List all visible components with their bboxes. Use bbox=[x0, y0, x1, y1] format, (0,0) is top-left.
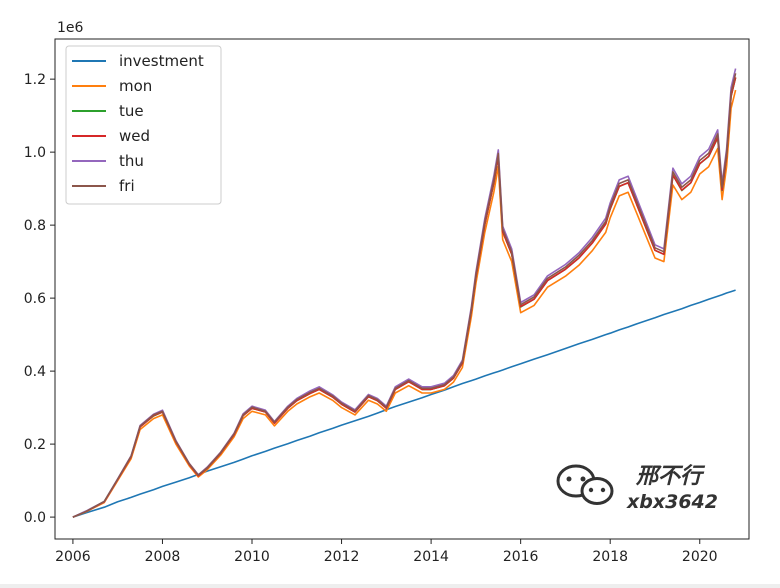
y-offset-label: 1e6 bbox=[57, 20, 84, 36]
legend-label-fri: fri bbox=[119, 177, 135, 195]
x-tick-label: 2012 bbox=[324, 549, 360, 565]
bottom-strip bbox=[0, 584, 780, 588]
y-tick-label: 0.0 bbox=[24, 510, 46, 526]
legend-label-mon: mon bbox=[119, 77, 152, 95]
series-layer bbox=[72, 68, 737, 518]
legend-label-thu: thu bbox=[119, 152, 144, 170]
x-tick-label: 2020 bbox=[682, 549, 718, 565]
x-tick-label: 2006 bbox=[55, 549, 91, 565]
y-tick-label: 0.4 bbox=[24, 364, 46, 380]
y-axis: 0.0 0.2 0.4 0.6 0.8 1.0 1.2 bbox=[24, 72, 55, 526]
x-tick-label: 2010 bbox=[234, 549, 270, 565]
legend-label-wed: wed bbox=[119, 127, 150, 145]
x-axis: 2006 2008 2010 2012 2014 2016 2018 2020 bbox=[55, 539, 718, 565]
y-tick-label: 1.0 bbox=[24, 145, 46, 161]
y-tick-label: 0.8 bbox=[24, 218, 46, 234]
x-tick-label: 2008 bbox=[145, 549, 181, 565]
legend-label-investment: investment bbox=[119, 52, 204, 70]
x-tick-label: 2014 bbox=[413, 549, 449, 565]
y-tick-label: 0.6 bbox=[24, 291, 46, 307]
x-tick-label: 2018 bbox=[592, 549, 628, 565]
series-line-mon bbox=[72, 89, 737, 518]
watermark-id: xbx3642 bbox=[626, 491, 718, 513]
wechat-icon bbox=[556, 464, 614, 505]
x-tick-label: 2016 bbox=[503, 549, 539, 565]
legend: investment mon tue wed thu fri bbox=[65, 45, 222, 205]
series-line-fri bbox=[72, 73, 737, 518]
y-tick-label: 1.2 bbox=[24, 72, 46, 88]
watermark-name: 邢不行 bbox=[635, 464, 706, 489]
legend-label-tue: tue bbox=[119, 102, 144, 120]
watermark: 邢不行 xbx3642 bbox=[556, 464, 718, 513]
y-tick-label: 0.2 bbox=[24, 437, 46, 453]
